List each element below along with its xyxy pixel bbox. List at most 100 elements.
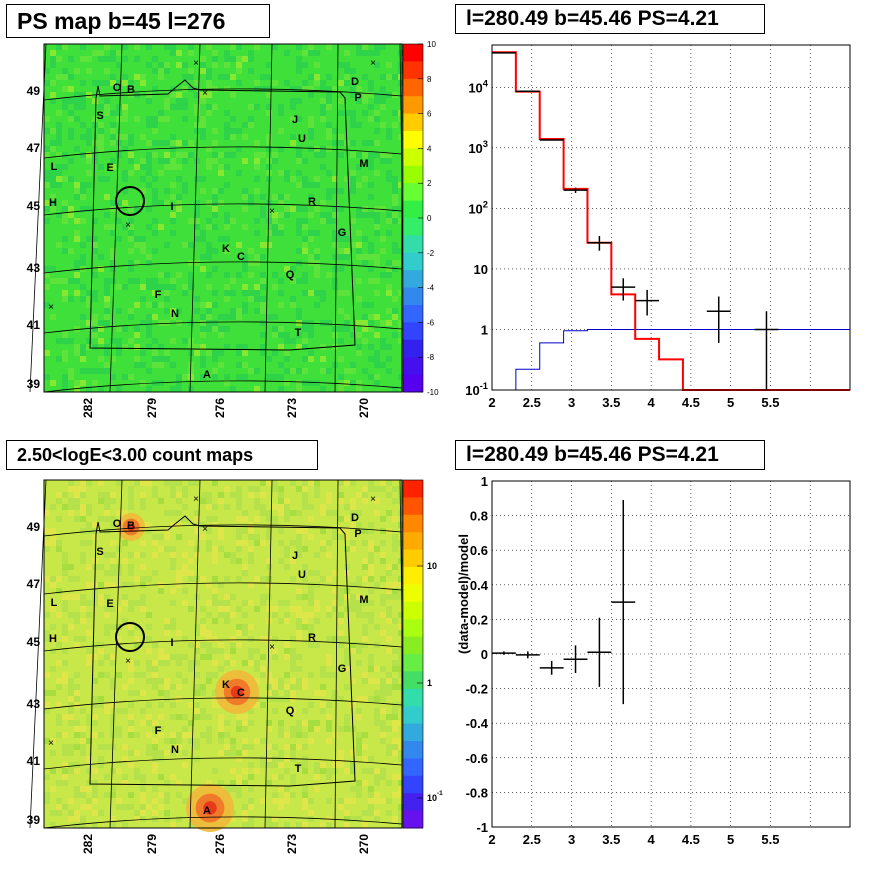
map-pixel (398, 804, 404, 810)
map-pixel (302, 236, 308, 242)
map-pixel (392, 242, 398, 248)
map-pixel (344, 50, 350, 56)
map-pixel (170, 104, 176, 110)
map-pixel (314, 600, 320, 606)
map-pixel (80, 194, 86, 200)
map-pixel (356, 278, 362, 284)
map-pixel (368, 792, 374, 798)
map-pixel (92, 600, 98, 606)
map-pixel (362, 260, 368, 266)
map-pixel (254, 540, 260, 546)
map-pixel (362, 110, 368, 116)
map-pixel (98, 756, 104, 762)
map-pixel (386, 582, 392, 588)
map-pixel (188, 606, 194, 612)
map-pixel (392, 816, 398, 822)
map-pixel (266, 374, 272, 380)
map-pixel (314, 774, 320, 780)
x-marker: × (202, 88, 208, 99)
map-pixel (200, 62, 206, 68)
map-pixel (284, 612, 290, 618)
map-pixel (350, 786, 356, 792)
map-pixel (56, 810, 62, 816)
map-pixel (164, 816, 170, 822)
map-pixel (290, 134, 296, 140)
map-pixel (170, 654, 176, 660)
map-pixel (362, 540, 368, 546)
map-pixel (62, 660, 68, 666)
map-pixel (308, 588, 314, 594)
map-pixel (200, 642, 206, 648)
map-pixel (92, 792, 98, 798)
map-pixel (230, 74, 236, 80)
map-pixel (356, 50, 362, 56)
map-pixel (200, 534, 206, 540)
map-pixel (44, 546, 50, 552)
map-pixel (398, 248, 404, 254)
map-pixel (44, 80, 50, 86)
map-pixel (170, 182, 176, 188)
map-pixel (326, 128, 332, 134)
map-pixel (302, 50, 308, 56)
residual-plot[interactable]: 2 2.5 3 3.5 4 4.5 5 5.510.80.60.40.20-0.2-0.4-0… (448, 436, 896, 872)
map-pixel (380, 612, 386, 618)
map-pixel (362, 152, 368, 158)
map-pixel (272, 350, 278, 356)
map-pixel (74, 194, 80, 200)
map-pixel (56, 678, 62, 684)
map-pixel (218, 362, 224, 368)
map-pixel (308, 600, 314, 606)
map-pixel (110, 200, 116, 206)
colorbar-tick-label: -8 (427, 353, 435, 362)
map-pixel (80, 350, 86, 356)
map-pixel (98, 338, 104, 344)
colorbar-segment (403, 96, 423, 115)
map-pixel (236, 56, 242, 62)
map-pixel (248, 534, 254, 540)
map-pixel (398, 672, 404, 678)
map-pixel (392, 702, 398, 708)
map-pixel (200, 356, 206, 362)
map-pixel (146, 732, 152, 738)
map-pixel (248, 786, 254, 792)
map-pixel (182, 62, 188, 68)
map-pixel (350, 816, 356, 822)
map-pixel (218, 582, 224, 588)
map-pixel (44, 68, 50, 74)
map-pixel (122, 284, 128, 290)
map-pixel (44, 152, 50, 158)
map-pixel (74, 720, 80, 726)
map-pixel (122, 110, 128, 116)
map-pixel (392, 248, 398, 254)
map-pixel (296, 86, 302, 92)
map-pixel (122, 170, 128, 176)
map-pixel (134, 810, 140, 816)
map-pixel (224, 744, 230, 750)
map-pixel (380, 666, 386, 672)
map-pixel (182, 552, 188, 558)
x-marker: × (370, 494, 376, 505)
x-tick-label: 270 (357, 834, 371, 854)
map-pixel (200, 654, 206, 660)
map-pixel (380, 92, 386, 98)
map-pixel (320, 98, 326, 104)
map-pixel (296, 630, 302, 636)
map-pixel (128, 570, 134, 576)
map-pixel (194, 552, 200, 558)
map-pixel (56, 714, 62, 720)
map-pixel (362, 612, 368, 618)
map-pixel (80, 732, 86, 738)
map-pixel (290, 726, 296, 732)
map-pixel (266, 146, 272, 152)
map-pixel (98, 80, 104, 86)
map-pixel (68, 696, 74, 702)
map-pixel (380, 558, 386, 564)
map-pixel (176, 660, 182, 666)
map-pixel (212, 356, 218, 362)
map-pixel (332, 212, 338, 218)
map-pixel (104, 528, 110, 534)
map-pixel (380, 98, 386, 104)
map-pixel (266, 140, 272, 146)
map-pixel (224, 552, 230, 558)
